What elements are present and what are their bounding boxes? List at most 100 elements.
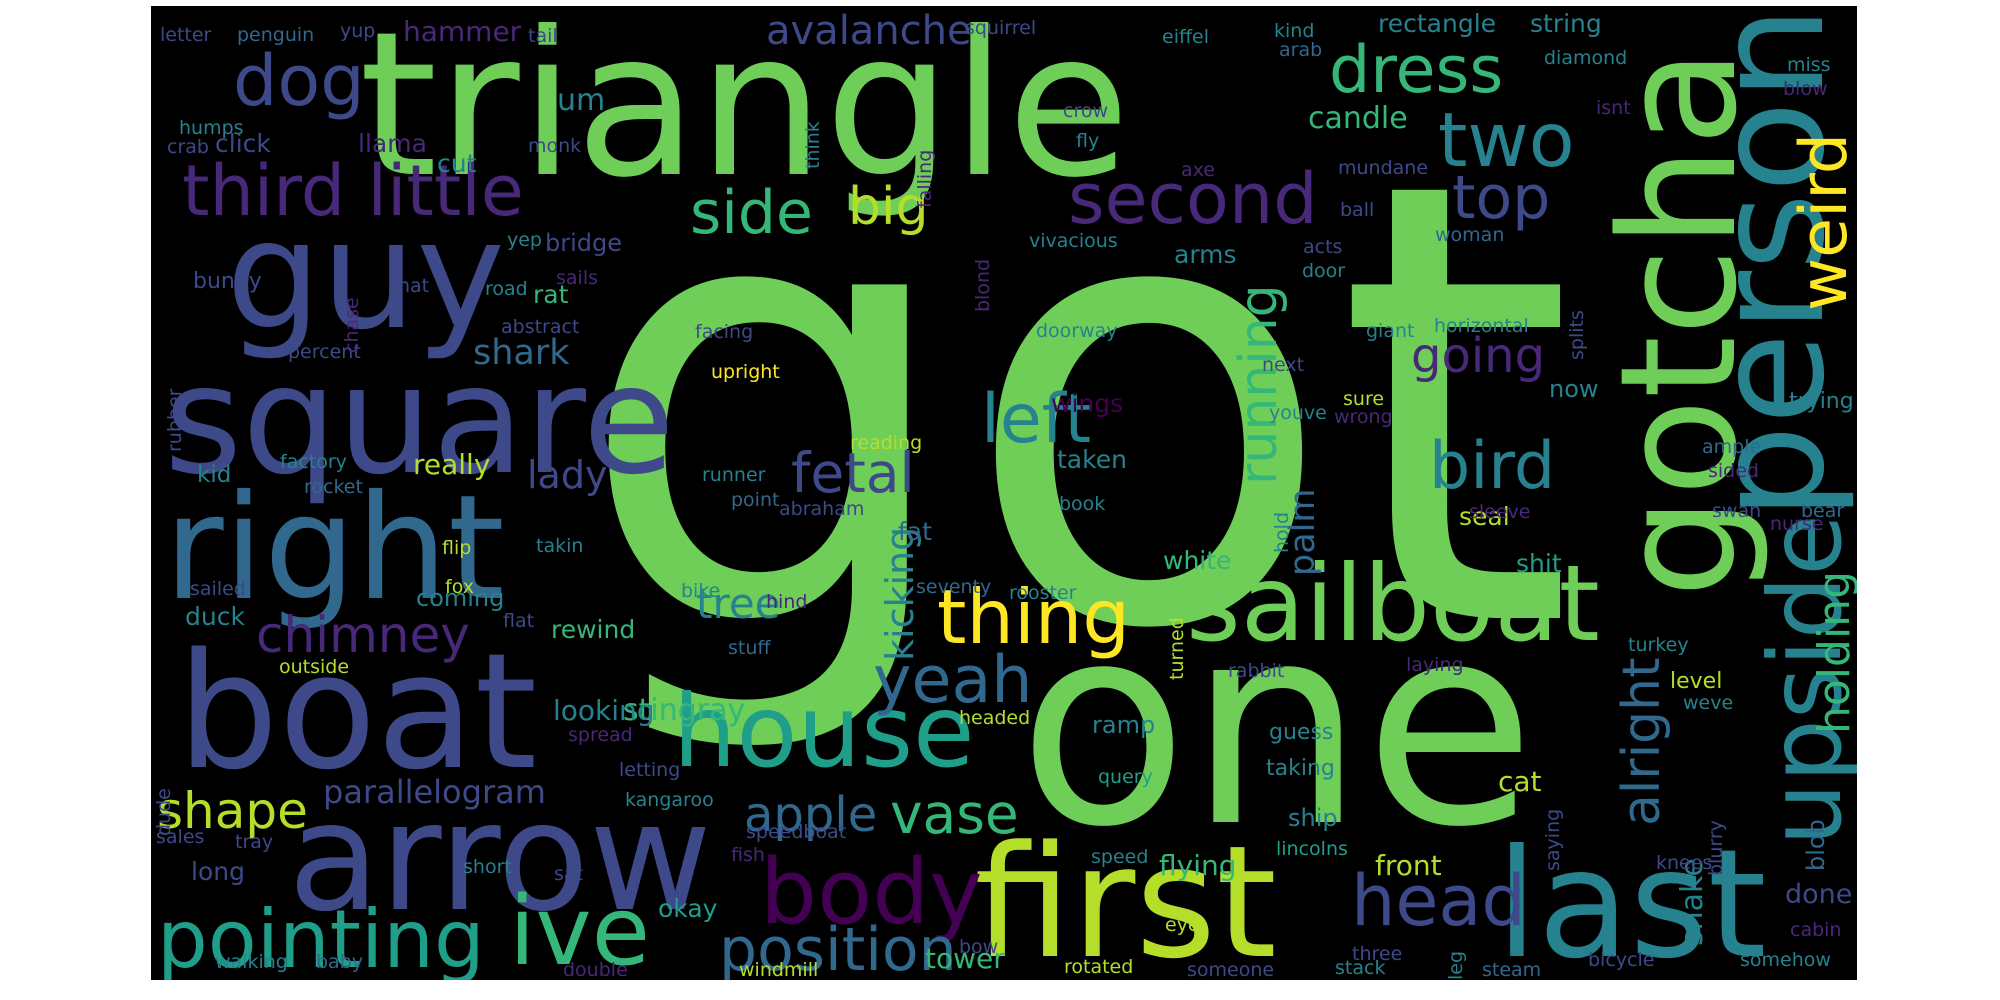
word-level: level [1670, 669, 1723, 694]
word-pointing: pointing [157, 893, 485, 980]
word-alright: alright [1612, 657, 1672, 827]
word-turned: turned [1166, 617, 1188, 680]
word-woman: woman [1435, 224, 1505, 246]
word-blond: blond [972, 258, 994, 312]
word-isnt: isnt [1596, 97, 1631, 119]
word-flip: flip [442, 537, 472, 559]
word-going: going [1411, 328, 1546, 384]
word-got: got [575, 52, 1575, 762]
word-abstract: abstract [501, 316, 580, 338]
word-eye: eye [1165, 914, 1200, 936]
word-yeah: yeah [873, 643, 1033, 718]
word-windmill: windmill [739, 959, 819, 980]
word-axe: axe [1181, 159, 1215, 181]
word-string: string [1530, 9, 1602, 38]
word-seventy: seventy [916, 576, 992, 598]
word-ive: ive [509, 877, 651, 980]
word-sailboat: sailboat [1186, 543, 1600, 665]
word-door: door [1302, 260, 1346, 282]
word-cloud-canvas: got one triangle boat arrow first guy square rig… [151, 6, 1857, 980]
word-bridge: bridge [545, 229, 623, 257]
word-ramp: ramp [1092, 711, 1156, 739]
word-outside: outside [279, 656, 350, 678]
word-kicking: kicking [878, 526, 922, 661]
word-steam: steam [1482, 959, 1542, 980]
word-okay: okay [658, 894, 718, 923]
word-factory: factory [280, 451, 347, 473]
word-square: square [164, 334, 676, 508]
word-arrow: arrow [288, 771, 712, 945]
word-dress: dress [1329, 33, 1504, 108]
word-triangle: triangle [359, 6, 1131, 222]
word-head: head [1351, 860, 1526, 942]
word-white: white [1163, 546, 1232, 575]
word-left: left [981, 380, 1092, 459]
word-diamond: diamond [1544, 47, 1628, 69]
word-tail: tail [528, 25, 558, 47]
word-rewind: rewind [551, 615, 636, 644]
word-cat: cat [1498, 765, 1542, 798]
word-lincolns: lincolns [1276, 838, 1348, 860]
word-thing: thing [937, 573, 1130, 661]
word-first: first [974, 812, 1277, 980]
word-rat: rat [533, 280, 569, 309]
word-book: book [1059, 493, 1106, 515]
word-sailed: sailed [190, 578, 246, 600]
word-giant: giant [1366, 320, 1415, 342]
word-shape: shape [157, 782, 308, 840]
word-miss: miss [1787, 54, 1831, 76]
word-stack: stack [1335, 957, 1386, 979]
word-um: um [557, 83, 606, 118]
word-avalanche: avalanche [766, 8, 972, 54]
word-sails: sails [556, 267, 598, 289]
word-house: house [673, 673, 975, 790]
word-front: front [1375, 849, 1442, 882]
word-blow: blow [1783, 78, 1828, 100]
word-facing: facing [695, 321, 754, 343]
word-boat: boat [177, 618, 538, 805]
word-bicycle: bicycle [1588, 949, 1655, 971]
word-walking: walking [215, 951, 288, 973]
word-lady: lady [527, 453, 608, 497]
word-penguin: penguin [237, 24, 315, 46]
word-query: query [1098, 766, 1153, 788]
word-done: done [1785, 879, 1853, 910]
word-squirrel: squirrel [965, 17, 1037, 39]
word-think: think [802, 121, 824, 169]
word-youve: youve [1269, 402, 1327, 424]
word-fly: fly [1076, 130, 1100, 152]
word-really: really [413, 448, 491, 481]
word-rectangle: rectangle [1378, 9, 1497, 38]
word-body: body [760, 840, 983, 945]
word-bear: bear [1801, 500, 1845, 522]
word-long: long [191, 857, 245, 886]
word-sales: sales [156, 826, 205, 848]
word-arab: arab [1279, 39, 1323, 61]
word-double: double [563, 959, 628, 980]
word-fat: fat [898, 517, 932, 546]
word-bird: bird [1429, 429, 1556, 504]
word-abraham: abraham [779, 498, 865, 520]
word-leg: leg [1445, 950, 1467, 980]
word-candle: candle [1308, 101, 1408, 136]
word-fox: fox [445, 576, 474, 598]
word-letting: letting [619, 759, 681, 781]
word-sure: sure [1343, 388, 1385, 410]
word-knees: knees [1656, 852, 1713, 874]
word-rotated: rotated [1064, 956, 1134, 978]
word-llama: llama [358, 129, 427, 158]
word-fetal: fetal [791, 441, 915, 505]
word-saying: saying [1542, 808, 1564, 871]
word-looking: looking [553, 694, 655, 727]
word-duck: duck [185, 602, 245, 631]
word-laying: laying [1406, 654, 1464, 676]
word-percent: percent [288, 341, 361, 363]
word-running: running [1229, 284, 1289, 485]
word-vivacious: vivacious [1029, 230, 1118, 252]
word-stuff: stuff [728, 637, 771, 659]
word-bow: bow [959, 936, 999, 958]
word-nurse: nurse [1770, 513, 1824, 535]
word-point: point [731, 489, 780, 511]
word-apple: apple [744, 787, 878, 843]
word-right: right [164, 464, 505, 633]
